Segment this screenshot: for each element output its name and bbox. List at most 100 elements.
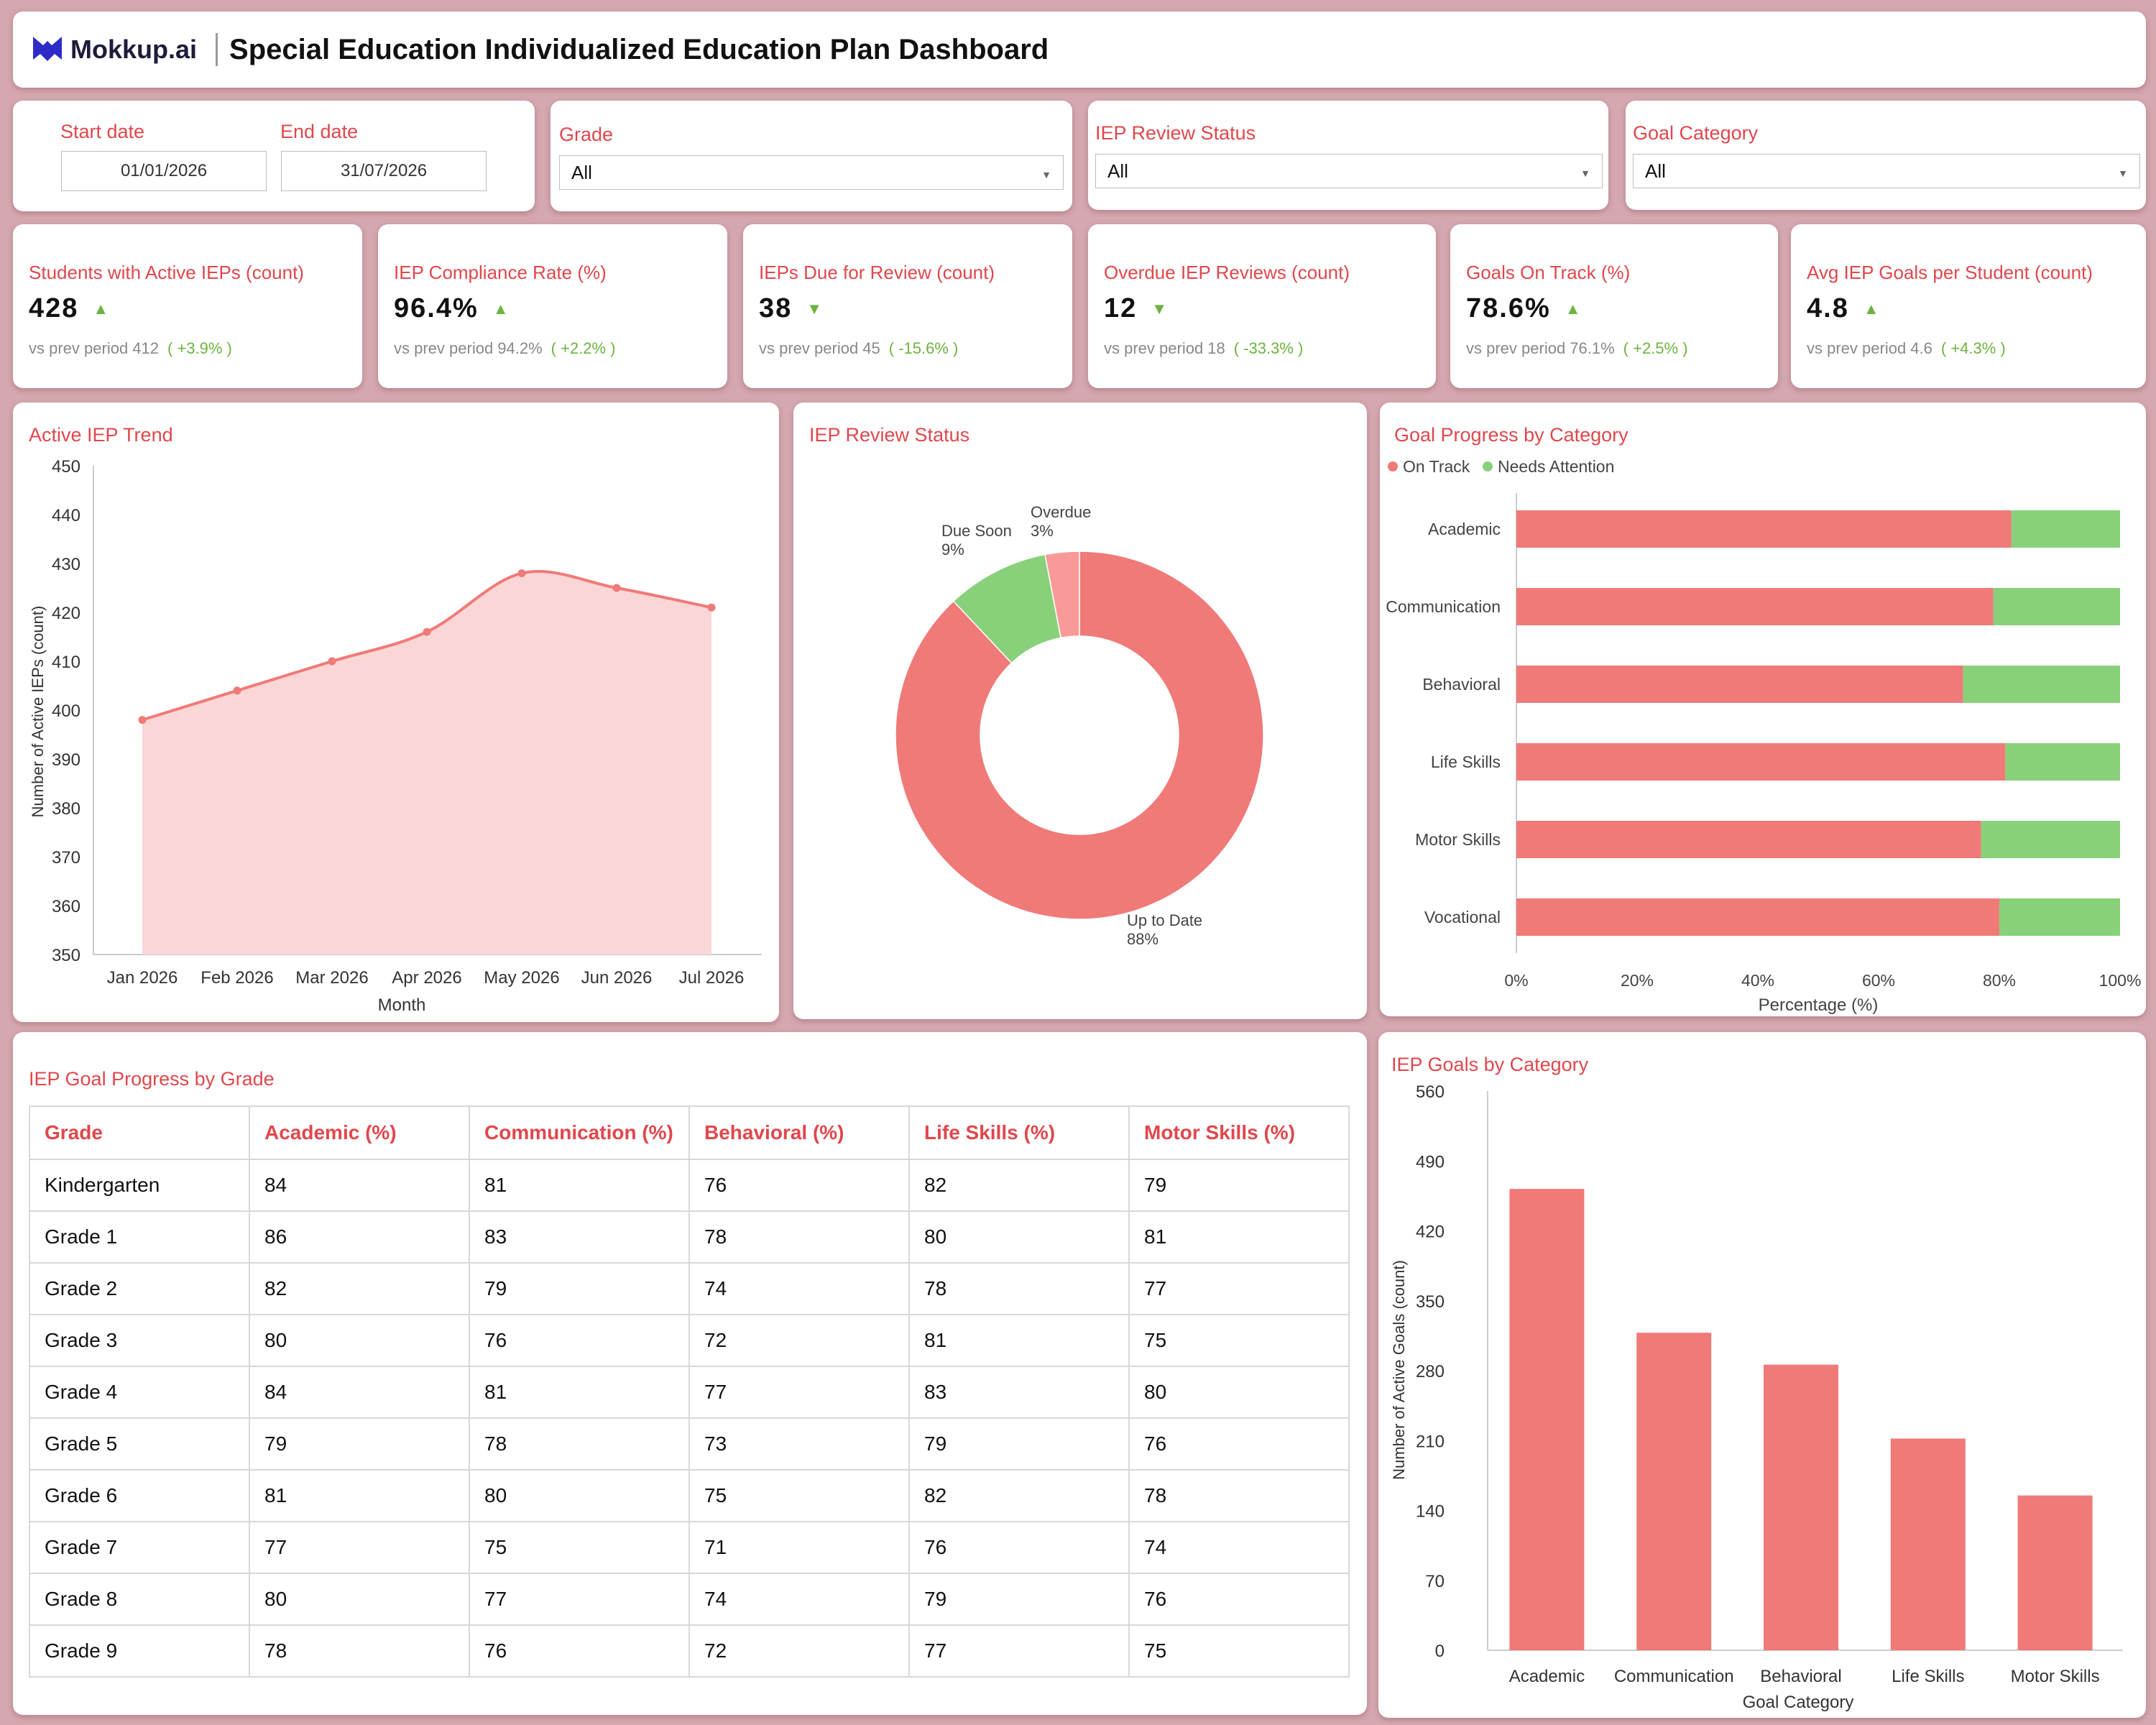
category-label: Behavioral <box>1422 675 1501 694</box>
x-tick-label: 0% <box>1504 971 1528 990</box>
value-cell: 79 <box>469 1262 690 1315</box>
col-header[interactable]: Behavioral (%) <box>688 1105 910 1160</box>
kpi-title: Goals On Track (%) <box>1466 262 1631 283</box>
value-cell: 77 <box>249 1521 470 1574</box>
value-cell: 86 <box>249 1210 470 1264</box>
donut-slice <box>895 551 1264 920</box>
x-axis-title: Month <box>378 995 426 1015</box>
end-date-input[interactable]: 31/07/2026 <box>281 151 487 191</box>
category-label: Motor Skills <box>1415 830 1501 849</box>
value-cell: 81 <box>469 1159 690 1212</box>
col-header[interactable]: Grade <box>29 1105 250 1160</box>
kpi-change: ( -15.6% ) <box>888 339 959 357</box>
y-tick-label: 420 <box>1416 1223 1445 1242</box>
value-cell: 76 <box>1128 1573 1350 1626</box>
legend-label: On Track <box>1403 457 1470 476</box>
trend-point <box>233 686 241 695</box>
bar-on-track <box>1516 588 1994 625</box>
value-cell: 74 <box>688 1573 910 1626</box>
kpi-title: Students with Active IEPs (count) <box>29 262 304 283</box>
goal-bar <box>1509 1189 1585 1650</box>
grade-cell: Kindergarten <box>29 1159 250 1212</box>
y-tick-label: 410 <box>52 653 80 672</box>
value-cell: 83 <box>908 1366 1130 1419</box>
value-cell: 74 <box>688 1262 910 1315</box>
goal-filter-label: Goal Category <box>1633 122 1759 144</box>
kpi-title: Overdue IEP Reviews (count) <box>1104 262 1350 283</box>
value-cell: 75 <box>1128 1624 1350 1678</box>
value-cell: 80 <box>249 1314 470 1367</box>
col-header[interactable]: Communication (%) <box>469 1105 690 1160</box>
value-cell: 79 <box>1128 1159 1350 1212</box>
bar-on-track <box>1516 743 2006 781</box>
value-cell: 81 <box>249 1469 470 1522</box>
goal-progress-table: Grade Academic (%) Communication (%) Beh… <box>29 1105 1350 1678</box>
value-cell: 80 <box>249 1573 470 1626</box>
slice-label: Overdue <box>1031 503 1091 521</box>
value-cell: 78 <box>249 1624 470 1678</box>
goal-bar <box>2017 1495 2093 1650</box>
active-iep-trend-chart: 350 360 370 380 390 400 410 420 430 440 450 Jan 202… <box>29 457 762 1015</box>
kpi-change: ( +2.5% ) <box>1623 339 1688 357</box>
active-iep-trend-card: Active IEP Trend 350 360 370 380 390 400 410 42… <box>13 402 779 1022</box>
trend-up-icon: ▲ <box>93 299 111 318</box>
grade-cell: Grade 1 <box>29 1210 250 1264</box>
table-row: Grade 9 78 76 72 77 75 <box>29 1624 1350 1678</box>
logo[interactable]: Mokkup.ai <box>32 34 197 66</box>
review-status-select[interactable]: All ▼ <box>1095 154 1603 188</box>
table-row: Grade 5 79 78 73 79 76 <box>29 1417 1350 1471</box>
chevron-down-icon: ▼ <box>1041 169 1051 180</box>
trend-point <box>138 716 147 724</box>
grade-select[interactable]: All ▼ <box>559 155 1064 190</box>
value-cell: 77 <box>1128 1262 1350 1315</box>
slice-label: Due Soon <box>941 522 1012 540</box>
bar-needs-attention <box>2005 743 2120 781</box>
x-tick-label: Behavioral <box>1760 1667 1841 1686</box>
goal-category-select[interactable]: All ▼ <box>1633 154 2140 188</box>
trend-area <box>142 571 711 954</box>
value-cell: 75 <box>469 1521 690 1574</box>
value-cell: 84 <box>249 1159 470 1212</box>
col-header[interactable]: Academic (%) <box>249 1105 470 1160</box>
table-row: Grade 8 80 77 74 79 76 <box>29 1573 1350 1626</box>
y-tick-label: 350 <box>52 946 80 965</box>
trend-down-icon: ▼ <box>1151 299 1169 318</box>
kpi-card-compliance: IEP Compliance Rate (%) 96.4% ▲ vs prev p… <box>378 224 727 388</box>
value-cell: 78 <box>469 1417 690 1471</box>
trend-up-icon: ▲ <box>1565 299 1583 318</box>
value-cell: 82 <box>249 1262 470 1315</box>
category-label: Communication <box>1386 597 1501 616</box>
value-cell: 83 <box>469 1210 690 1264</box>
goal-bar <box>1890 1438 1966 1650</box>
y-tick-label: 70 <box>1425 1572 1445 1591</box>
goal-progress-chart: On Track Needs Attention Academic Communica… <box>1386 457 2141 1015</box>
bar-needs-attention <box>1981 821 2120 858</box>
kpi-prev: vs prev period 45 <box>759 339 880 357</box>
header-divider <box>216 33 218 66</box>
value-cell: 76 <box>908 1521 1130 1574</box>
chevron-down-icon: ▼ <box>1580 167 1590 179</box>
value-cell: 80 <box>1128 1366 1350 1419</box>
value-cell: 76 <box>469 1624 690 1678</box>
y-tick-label: 280 <box>1416 1362 1445 1381</box>
table-row: Kindergarten 84 81 76 82 79 <box>29 1159 1350 1212</box>
category-label: Vocational <box>1424 908 1501 926</box>
value-cell: 78 <box>1128 1469 1350 1522</box>
kpi-change: ( -33.3% ) <box>1233 339 1304 357</box>
grade-cell: Grade 8 <box>29 1573 250 1626</box>
x-axis-title: Goal Category <box>1743 1693 1854 1712</box>
value-cell: 80 <box>908 1210 1130 1264</box>
y-axis-title: Number of Active IEPs (count) <box>29 606 47 818</box>
col-header[interactable]: Motor Skills (%) <box>1128 1105 1350 1160</box>
kpi-value: 96.4% <box>394 293 479 323</box>
x-tick-label: 60% <box>1862 971 1895 990</box>
start-date-input[interactable]: 01/01/2026 <box>61 151 267 191</box>
start-date-label: Start date <box>60 121 145 142</box>
value-cell: 77 <box>469 1573 690 1626</box>
kpi-card-overdue: Overdue IEP Reviews (count) 12 ▼ vs prev … <box>1088 224 1436 388</box>
grade-cell: Grade 9 <box>29 1624 250 1678</box>
col-header[interactable]: Life Skills (%) <box>908 1105 1130 1160</box>
y-tick-label: 360 <box>52 897 80 916</box>
trend-up-icon: ▲ <box>492 299 510 318</box>
y-tick-label: 420 <box>52 604 80 623</box>
